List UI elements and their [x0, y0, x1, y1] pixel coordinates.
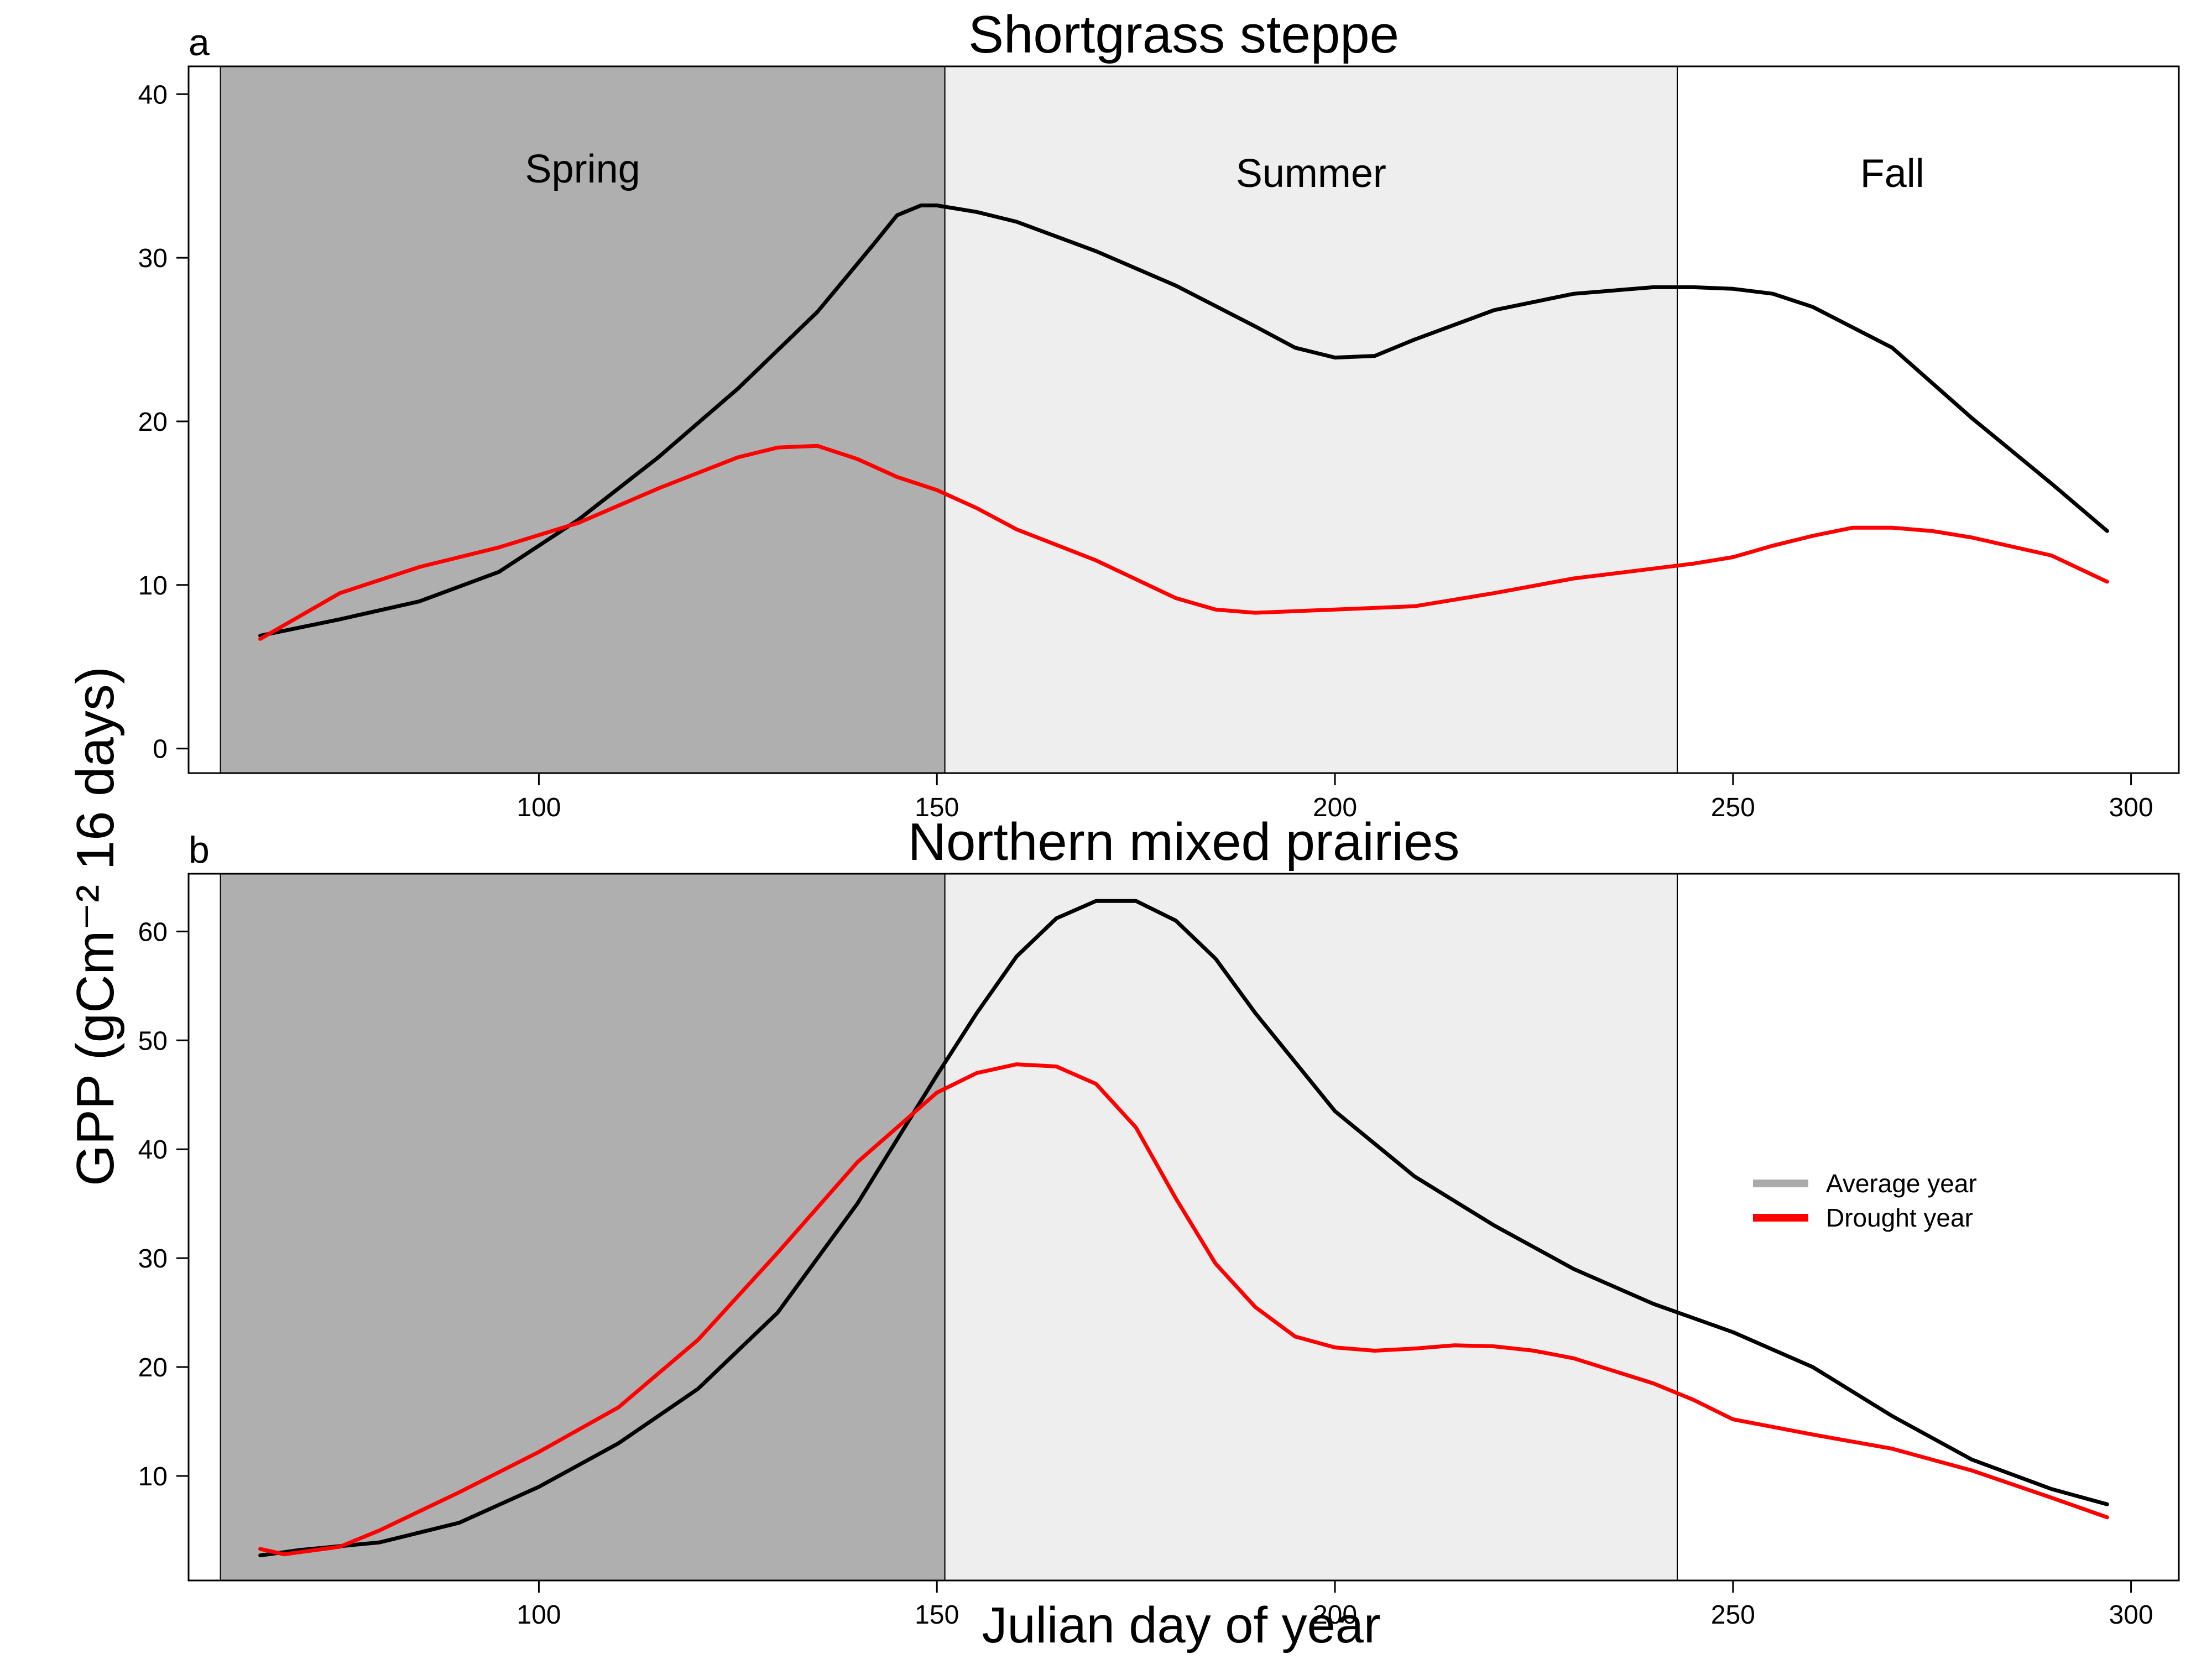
- y-tick-label: 10: [138, 1462, 168, 1491]
- season-band-fall: [1677, 66, 2179, 774]
- x-axis-label: Julian day of year: [982, 1597, 1380, 1653]
- x-tick-label: 200: [1313, 1600, 1357, 1630]
- season-label-summer: Summer: [1236, 152, 1386, 196]
- season-band-summer: [944, 873, 1678, 1581]
- x-tick-label: 300: [2109, 1600, 2153, 1630]
- plot-border: [187, 65, 2180, 774]
- y-tick-label: 30: [138, 1244, 168, 1274]
- season-band-spring: [220, 66, 946, 774]
- x-tick-label: 250: [1711, 1600, 1755, 1630]
- y-tick-label: 50: [138, 1026, 168, 1056]
- plot-border: [187, 873, 2180, 1582]
- panel-a-shortgrass-steppe: Spring Summer Fall 0 10 20 30 40 100 150 200 250 300…: [138, 5, 2180, 822]
- y-tick-label: 30: [138, 244, 168, 273]
- y-tick-label: 10: [138, 571, 168, 601]
- y-tick-label: 20: [138, 408, 168, 437]
- x-tick-label: 150: [915, 1600, 959, 1630]
- legend-label: Drought year: [1826, 1203, 1973, 1232]
- y-tick-label: 40: [138, 80, 168, 109]
- x-tick-label: 150: [915, 793, 959, 822]
- x-tick-label: 100: [517, 1600, 561, 1630]
- series-line-drought-year: [258, 1062, 2109, 1557]
- panel-b-northern-mixed-prairies: 10 20 30 40 50 60 100 150 200 250 300 Northern mixe…: [138, 812, 2180, 1630]
- series-line-average-year: [258, 204, 2109, 638]
- x-tick-label: 250: [1711, 793, 1755, 822]
- season-band-fall: [1677, 873, 2179, 1581]
- season-band-spring: [220, 873, 946, 1581]
- legend: Average year Drought year: [1753, 1169, 1977, 1232]
- y-tick-label: 20: [138, 1353, 168, 1383]
- y-tick-label: 60: [138, 917, 168, 947]
- series-line-drought-year: [258, 444, 2109, 641]
- season-label-spring: Spring: [525, 147, 640, 191]
- panel-letter: a: [189, 22, 210, 64]
- y-tick-label: 0: [153, 735, 168, 764]
- x-tick-label: 100: [517, 793, 561, 822]
- x-tick-label: 300: [2109, 793, 2153, 822]
- panel-letter: b: [189, 829, 210, 871]
- panel-title: Shortgrass steppe: [968, 5, 1399, 64]
- season-label-fall: Fall: [1860, 152, 1924, 196]
- panel-title: Northern mixed prairies: [908, 812, 1460, 872]
- legend-label: Average year: [1826, 1169, 1977, 1198]
- y-tick-label: 40: [138, 1135, 168, 1165]
- series-line-average-year: [258, 899, 2109, 1558]
- x-tick-label: 200: [1313, 793, 1357, 822]
- y-axis-label: GPP (gCm⁻² 16 days): [66, 666, 125, 1186]
